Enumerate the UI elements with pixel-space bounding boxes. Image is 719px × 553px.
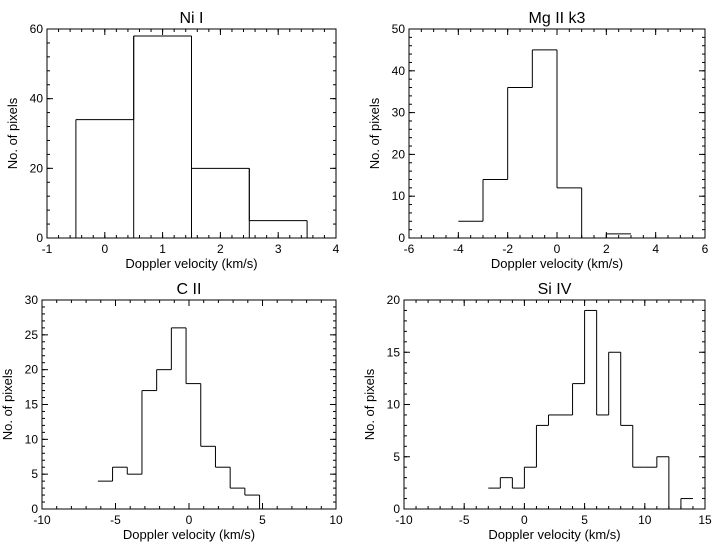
y-tick-label: 10: [387, 398, 401, 412]
x-tick-label: -10: [395, 513, 413, 527]
x-tick-label: -5: [459, 513, 470, 527]
axes-frame: [403, 299, 706, 510]
x-tick-label: -6: [404, 242, 415, 256]
x-tick-label: 0: [521, 513, 528, 527]
y-tick-label: 10: [25, 432, 39, 446]
y-tick-label: 20: [387, 293, 401, 307]
x-tick-label: 10: [638, 513, 652, 527]
y-tick-label: 10: [392, 189, 406, 203]
x-tick-label: -1: [42, 242, 53, 256]
chart-title: Mg II k3: [529, 10, 586, 27]
y-axis-label: No. of pixels: [0, 368, 15, 440]
x-tick-label: 2: [217, 242, 224, 256]
y-tick-label: 30: [25, 293, 39, 307]
x-tick-label: 2: [603, 242, 610, 256]
x-tick-label: 5: [259, 513, 266, 527]
y-tick-label: 0: [31, 502, 38, 516]
panel-mg-ii-k3: Mg II k3 -6 -4 -2 0 2 4 6 0 10 20 30 40 50 Doppler vel…: [367, 10, 709, 271]
x-tick-label: 4: [333, 242, 340, 256]
panel-c-ii: C II -10 -5 0 5 10 0 5 10 15 20 25 30 Doppler velocit…: [0, 281, 343, 542]
x-tick-label: 6: [702, 242, 709, 256]
x-tick-label: -10: [33, 513, 51, 527]
y-tick-label: 25: [25, 328, 39, 342]
chart-title: C II: [177, 281, 202, 298]
x-tick-label: 4: [652, 242, 659, 256]
x-tick-label: 0: [186, 513, 193, 527]
x-axis-label: Doppler velocity (km/s): [491, 256, 623, 271]
y-tick-label: 40: [30, 92, 44, 106]
y-axis-label: No. of pixels: [362, 368, 377, 440]
y-tick-label: 20: [30, 161, 44, 175]
chart-title: Ni I: [180, 10, 204, 27]
x-tick-label: -2: [502, 242, 513, 256]
y-tick-label: 40: [392, 64, 406, 78]
x-tick-label: 10: [329, 513, 343, 527]
x-axis-label: Doppler velocity (km/s): [123, 527, 255, 542]
x-tick-label: 3: [275, 242, 282, 256]
y-tick-label: 50: [392, 22, 406, 36]
x-axis-label: Doppler velocity (km/s): [488, 527, 620, 542]
x-tick-label: 15: [698, 513, 712, 527]
x-tick-label: 1: [159, 242, 166, 256]
x-tick-label: -5: [110, 513, 121, 527]
y-tick-label: 0: [393, 502, 400, 516]
y-tick-label: 15: [25, 398, 39, 412]
axes-frame: [41, 299, 337, 510]
y-tick-label: 0: [36, 231, 43, 245]
y-tick-label: 20: [25, 363, 39, 377]
chart-title: Si IV: [538, 281, 572, 298]
x-axis-label: Doppler velocity (km/s): [125, 256, 257, 271]
y-tick-label: 20: [392, 147, 406, 161]
y-axis-label: No. of pixels: [5, 97, 20, 169]
y-axis-label: No. of pixels: [367, 97, 382, 169]
y-tick-label: 30: [392, 106, 406, 120]
y-tick-label: 15: [387, 345, 401, 359]
y-tick-label: 0: [398, 231, 405, 245]
y-tick-label: 60: [30, 22, 44, 36]
x-tick-label: 0: [554, 242, 561, 256]
x-tick-label: 0: [101, 242, 108, 256]
y-tick-label: 5: [31, 467, 38, 481]
panel-si-iv: Si IV -10 -5 0 5 10 15 0 5 10 15 20 Doppler velocity…: [362, 281, 712, 542]
x-tick-label: -4: [453, 242, 464, 256]
y-tick-label: 5: [393, 450, 400, 464]
x-tick-label: 5: [581, 513, 588, 527]
